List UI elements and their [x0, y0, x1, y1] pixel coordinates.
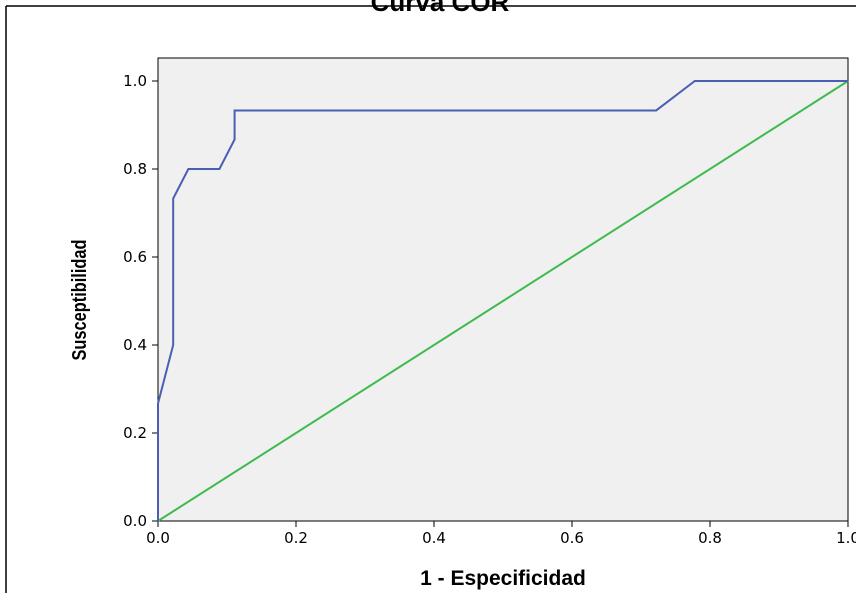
axis-ticks: 0.0 0.2 0.4 0.6 0.8 1.0 0.0 0.2 0.4 0.6 0.8 1.0: [123, 72, 856, 547]
x-tick-label: 1.0: [836, 529, 856, 547]
y-axis-label: Susceptibilidad: [67, 239, 90, 360]
y-tick-label: 0.0: [123, 512, 147, 530]
chart-title: Curva COR: [371, 0, 510, 17]
x-tick-label: 0.2: [284, 529, 308, 547]
x-tick-label: 0.0: [146, 529, 170, 547]
y-tick-label: 0.2: [123, 424, 147, 442]
y-tick-label: 1.0: [123, 72, 147, 90]
y-tick-label: 0.8: [123, 160, 147, 178]
series-layer: [157, 80, 849, 522]
x-tick-label: 0.4: [422, 529, 446, 547]
roc-curve-line: [157, 80, 848, 521]
plot-area: [157, 57, 849, 522]
reference-diagonal-line: [157, 80, 849, 522]
x-tick-label: 0.6: [560, 529, 584, 547]
x-tick-label: 0.8: [698, 529, 722, 547]
y-tick-label: 0.6: [123, 248, 147, 266]
y-tick-label: 0.4: [123, 336, 147, 354]
x-axis-label: 1 - Especificidad: [420, 567, 586, 590]
